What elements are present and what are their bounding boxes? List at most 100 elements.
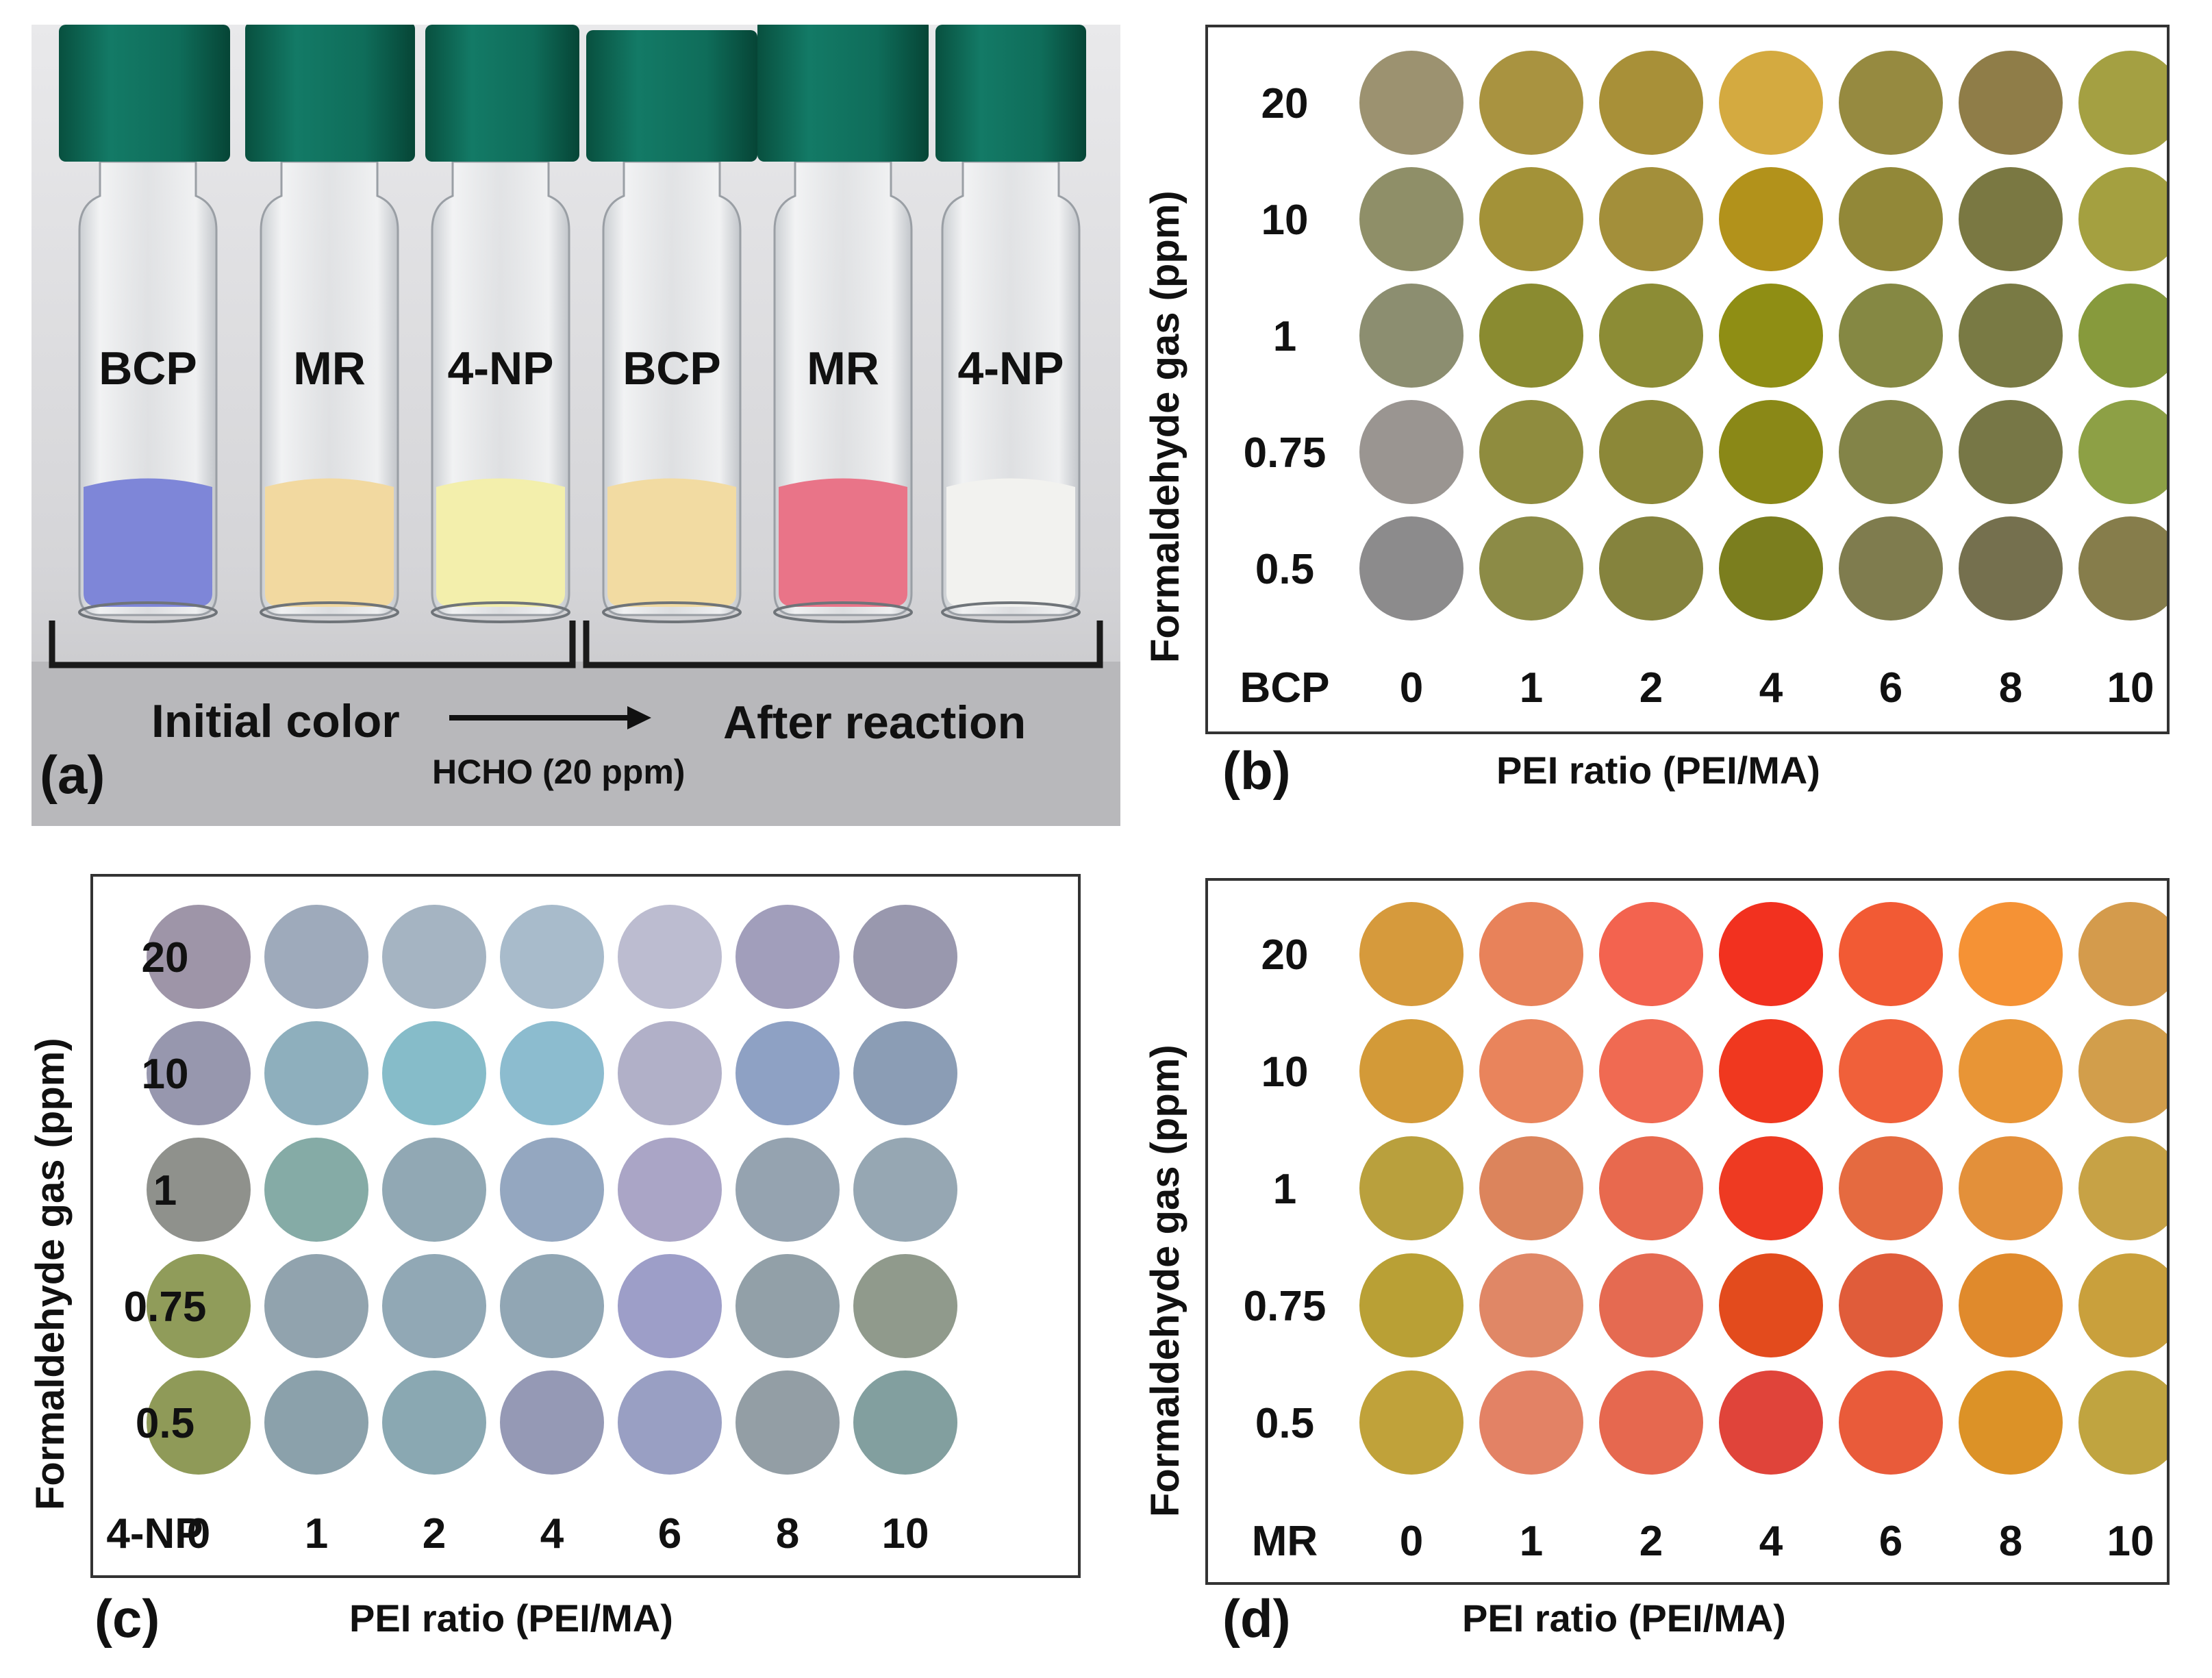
color-dot (1959, 1019, 2063, 1123)
col-label: 0 (1400, 1518, 1423, 1565)
powder-sample (607, 478, 736, 607)
panel-c-x-title: PEI ratio (PEI/MA) (349, 1596, 673, 1640)
vial-label: MR (807, 342, 879, 395)
row-label: 10 (1261, 1049, 1309, 1096)
color-dot (264, 1138, 368, 1242)
color-dot (1959, 902, 2063, 1006)
color-dot (1599, 1019, 1703, 1123)
vial-label: BCP (623, 342, 721, 395)
vial-cap (935, 25, 1086, 162)
color-dot (1719, 1253, 1823, 1357)
color-dot (1959, 1253, 2063, 1357)
dye-label: 4-NP (106, 1510, 203, 1557)
color-dot (1359, 51, 1463, 155)
color-dot (1839, 284, 1943, 388)
vial-base (941, 601, 1081, 623)
color-dot (500, 1370, 604, 1475)
color-dot (1359, 902, 1463, 1006)
row-label: 20 (1261, 931, 1309, 979)
color-dot (736, 1021, 840, 1125)
panel-b-dots: 20 10 1 0.75 0.5 0 1 2 4 6 8 10 BCP (1240, 51, 2167, 712)
color-dot (1719, 1136, 1823, 1240)
after-reaction-label: After reaction (723, 697, 1027, 749)
color-dot (1479, 51, 1583, 155)
color-dot (618, 1370, 722, 1475)
color-dot (1359, 1136, 1463, 1240)
col-label: 1 (1520, 1518, 1543, 1565)
color-dot (1839, 51, 1943, 155)
panel-d-letter: (d) (1222, 1588, 1291, 1649)
color-dot (1719, 1019, 1823, 1123)
color-dot (1719, 51, 1823, 155)
color-dot (1599, 1253, 1703, 1357)
panel-d-grid: 20 10 1 0.75 0.5 0 1 2 4 6 8 10 MR (1205, 878, 2170, 1585)
color-dot (1359, 1253, 1463, 1357)
panel-d-y-title: Formaldehyde gas (ppm) (1143, 1044, 1187, 1517)
color-dot (1599, 284, 1703, 388)
col-label: 0 (1400, 664, 1423, 712)
row-label: 10 (142, 1051, 189, 1098)
color-dot (1839, 516, 1943, 621)
col-label: 8 (776, 1510, 799, 1557)
color-dot (1599, 902, 1703, 1006)
vial-label: MR (293, 342, 366, 395)
panel-b-x-title: PEI ratio (PEI/MA) (1496, 749, 1820, 792)
color-dot (736, 1370, 840, 1475)
color-dot (1719, 902, 1823, 1006)
vial-base (431, 601, 570, 623)
panel-a-letter: (a) (40, 744, 105, 805)
color-dot (618, 905, 722, 1009)
color-dot (1599, 1370, 1703, 1475)
color-dot (1959, 1136, 2063, 1240)
color-dot (1359, 1370, 1463, 1475)
col-label: 4 (1759, 664, 1783, 712)
powder-sample (436, 478, 565, 607)
col-label: 1 (305, 1510, 328, 1557)
color-dot (1959, 284, 2063, 388)
panel-c-dots: 20 10 1 0.75 0.5 0 1 2 4 6 8 10 4-NP (106, 905, 957, 1557)
color-dot (1359, 400, 1463, 504)
color-dot (1599, 167, 1703, 271)
color-dot (500, 905, 604, 1009)
panel-c-y-title: Formaldehyde gas (ppm) (28, 1038, 73, 1510)
color-dot (1599, 400, 1703, 504)
color-dot (1839, 1253, 1943, 1357)
color-dot (618, 1021, 722, 1125)
color-dot (500, 1021, 604, 1125)
color-dot (500, 1138, 604, 1242)
col-label: 1 (1520, 664, 1543, 712)
color-dot (264, 1370, 368, 1475)
row-label: 0.75 (124, 1283, 207, 1331)
color-dot (1479, 1253, 1583, 1357)
vial-base (602, 601, 742, 623)
color-dot (1839, 167, 1943, 271)
color-dot (264, 1254, 368, 1358)
color-dot (1839, 1370, 1943, 1475)
vial-label: 4-NP (958, 342, 1064, 395)
color-dot (1479, 1370, 1583, 1475)
color-dot (147, 1138, 251, 1242)
col-label: 2 (1639, 664, 1663, 712)
color-dot (1719, 516, 1823, 621)
color-dot (264, 905, 368, 1009)
powder-sample (84, 478, 212, 607)
panel-d-x-title: PEI ratio (PEI/MA) (1462, 1596, 1786, 1640)
powder-sample (265, 478, 394, 607)
color-dot (1479, 284, 1583, 388)
row-label: 0.5 (1255, 546, 1314, 593)
color-dot (500, 1254, 604, 1358)
color-dot (2078, 1253, 2167, 1357)
color-dot (2078, 1370, 2167, 1475)
col-label: 10 (882, 1510, 929, 1557)
panel-c-grid: 20 10 1 0.75 0.5 0 1 2 4 6 8 10 4-NP (90, 874, 1081, 1578)
color-dot (2078, 284, 2167, 388)
color-dot (1719, 400, 1823, 504)
vial-cap (59, 25, 230, 162)
row-label: 20 (142, 934, 189, 981)
powder-sample (779, 478, 907, 607)
color-dot (1719, 1370, 1823, 1475)
col-label: 0 (187, 1510, 210, 1557)
color-dot (1359, 167, 1463, 271)
color-dot (736, 905, 840, 1009)
panel-d-dots: 20 10 1 0.75 0.5 0 1 2 4 6 8 10 MR (1244, 902, 2167, 1565)
